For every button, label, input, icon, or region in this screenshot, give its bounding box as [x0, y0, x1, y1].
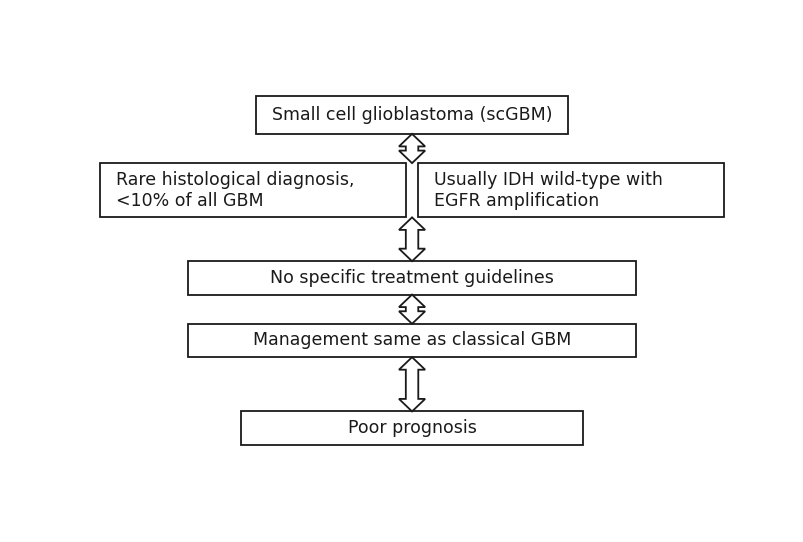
Polygon shape	[398, 134, 425, 163]
FancyBboxPatch shape	[100, 163, 406, 217]
Text: No specific treatment guidelines: No specific treatment guidelines	[270, 269, 553, 287]
Text: Poor prognosis: Poor prognosis	[347, 419, 476, 437]
Text: Small cell glioblastoma (scGBM): Small cell glioblastoma (scGBM)	[271, 106, 552, 124]
FancyBboxPatch shape	[240, 411, 583, 445]
Polygon shape	[398, 295, 425, 324]
Text: Usually IDH wild-type with
EGFR amplification: Usually IDH wild-type with EGFR amplific…	[434, 171, 662, 210]
Polygon shape	[398, 357, 425, 411]
FancyBboxPatch shape	[188, 324, 636, 357]
Polygon shape	[398, 217, 425, 261]
FancyBboxPatch shape	[188, 261, 636, 295]
FancyBboxPatch shape	[418, 163, 723, 217]
Text: Rare histological diagnosis,
<10% of all GBM: Rare histological diagnosis, <10% of all…	[116, 171, 354, 210]
FancyBboxPatch shape	[256, 96, 567, 134]
Text: Management same as classical GBM: Management same as classical GBM	[253, 332, 570, 350]
